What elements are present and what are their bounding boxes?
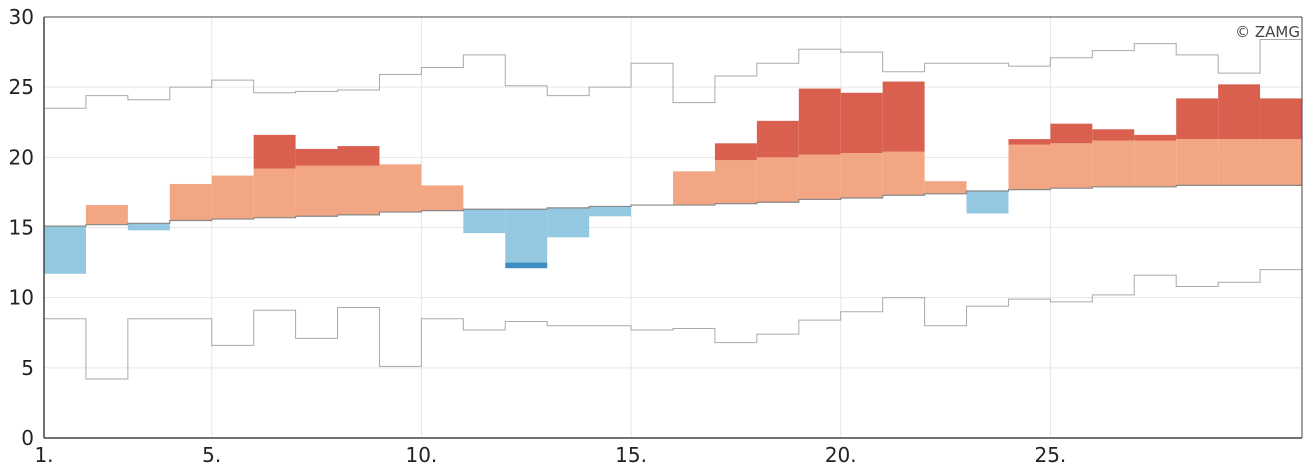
y-tick-label: 5	[21, 356, 34, 380]
bar-warm	[337, 165, 380, 215]
bar-warm	[924, 181, 967, 194]
bar-warm	[1134, 140, 1177, 187]
bar-very-warm	[1134, 134, 1177, 141]
bar-warm	[211, 175, 254, 220]
bar-warm	[756, 157, 799, 203]
x-tick-label: 5.	[202, 443, 221, 467]
bar-very-warm	[1176, 98, 1219, 140]
bar-cool	[127, 223, 170, 231]
bar-warm	[840, 153, 883, 199]
tick-labels: 0 5 10 15 20 25 30 1. 5. 10. 15. 20. 25.	[9, 5, 1067, 467]
x-tick-label: 25.	[1034, 443, 1066, 467]
axes	[43, 16, 1303, 439]
bar-warm	[714, 160, 757, 204]
bar-very-warm	[714, 143, 757, 161]
max-reference-line	[44, 38, 1302, 109]
bar-very-warm	[1092, 129, 1135, 141]
bar-very-warm	[756, 120, 799, 158]
bars	[44, 81, 1302, 274]
bar-cool	[966, 191, 1009, 214]
bar-cool	[589, 206, 632, 217]
reference-lines	[44, 38, 1302, 380]
y-tick-label: 15	[9, 216, 34, 240]
y-tick-label: 0	[21, 426, 34, 450]
bar-warm	[1050, 143, 1093, 189]
x-tick-label: 15.	[615, 443, 647, 467]
x-tick-label: 1.	[34, 443, 53, 467]
y-tick-label: 20	[9, 145, 34, 169]
bar-very-warm	[882, 81, 925, 152]
bar-warm	[379, 164, 422, 213]
y-tick-label: 10	[9, 286, 34, 310]
bar-very-warm	[840, 92, 883, 154]
bar-warm	[421, 185, 464, 211]
bar-very-warm	[1008, 139, 1051, 145]
bar-very-warm	[1260, 98, 1302, 140]
bar-very-warm	[1050, 123, 1093, 144]
bar-cool	[547, 207, 590, 238]
x-tick-label: 20.	[825, 443, 857, 467]
chart-credit: © ZAMG	[1235, 23, 1300, 41]
bar-warm	[673, 171, 715, 206]
bar-very-warm	[337, 146, 380, 166]
y-tick-label: 30	[9, 5, 34, 29]
bar-warm	[798, 154, 841, 200]
x-tick-label: 10.	[405, 443, 437, 467]
norm-line	[44, 184, 1302, 227]
bar-very-warm	[253, 134, 296, 169]
bar-warm	[1092, 140, 1135, 187]
y-tick-label: 25	[9, 75, 34, 99]
bar-warm	[295, 165, 338, 217]
bar-very-warm	[1218, 84, 1261, 140]
bar-warm	[253, 168, 296, 218]
bar-very-warm	[798, 88, 841, 155]
bar-warm	[169, 183, 212, 221]
bar-warm	[1176, 139, 1219, 186]
bar-very-cool	[505, 262, 548, 269]
bar-warm	[882, 151, 925, 196]
bar-very-warm	[295, 148, 338, 166]
bar-warm	[85, 205, 128, 225]
bar-warm	[1260, 139, 1302, 186]
bar-warm	[1218, 139, 1261, 186]
min-reference-line	[44, 269, 1302, 380]
bar-warm	[1008, 144, 1051, 190]
bar-cool	[505, 209, 548, 263]
bar-cool	[463, 209, 506, 234]
bar-cool	[44, 226, 86, 274]
